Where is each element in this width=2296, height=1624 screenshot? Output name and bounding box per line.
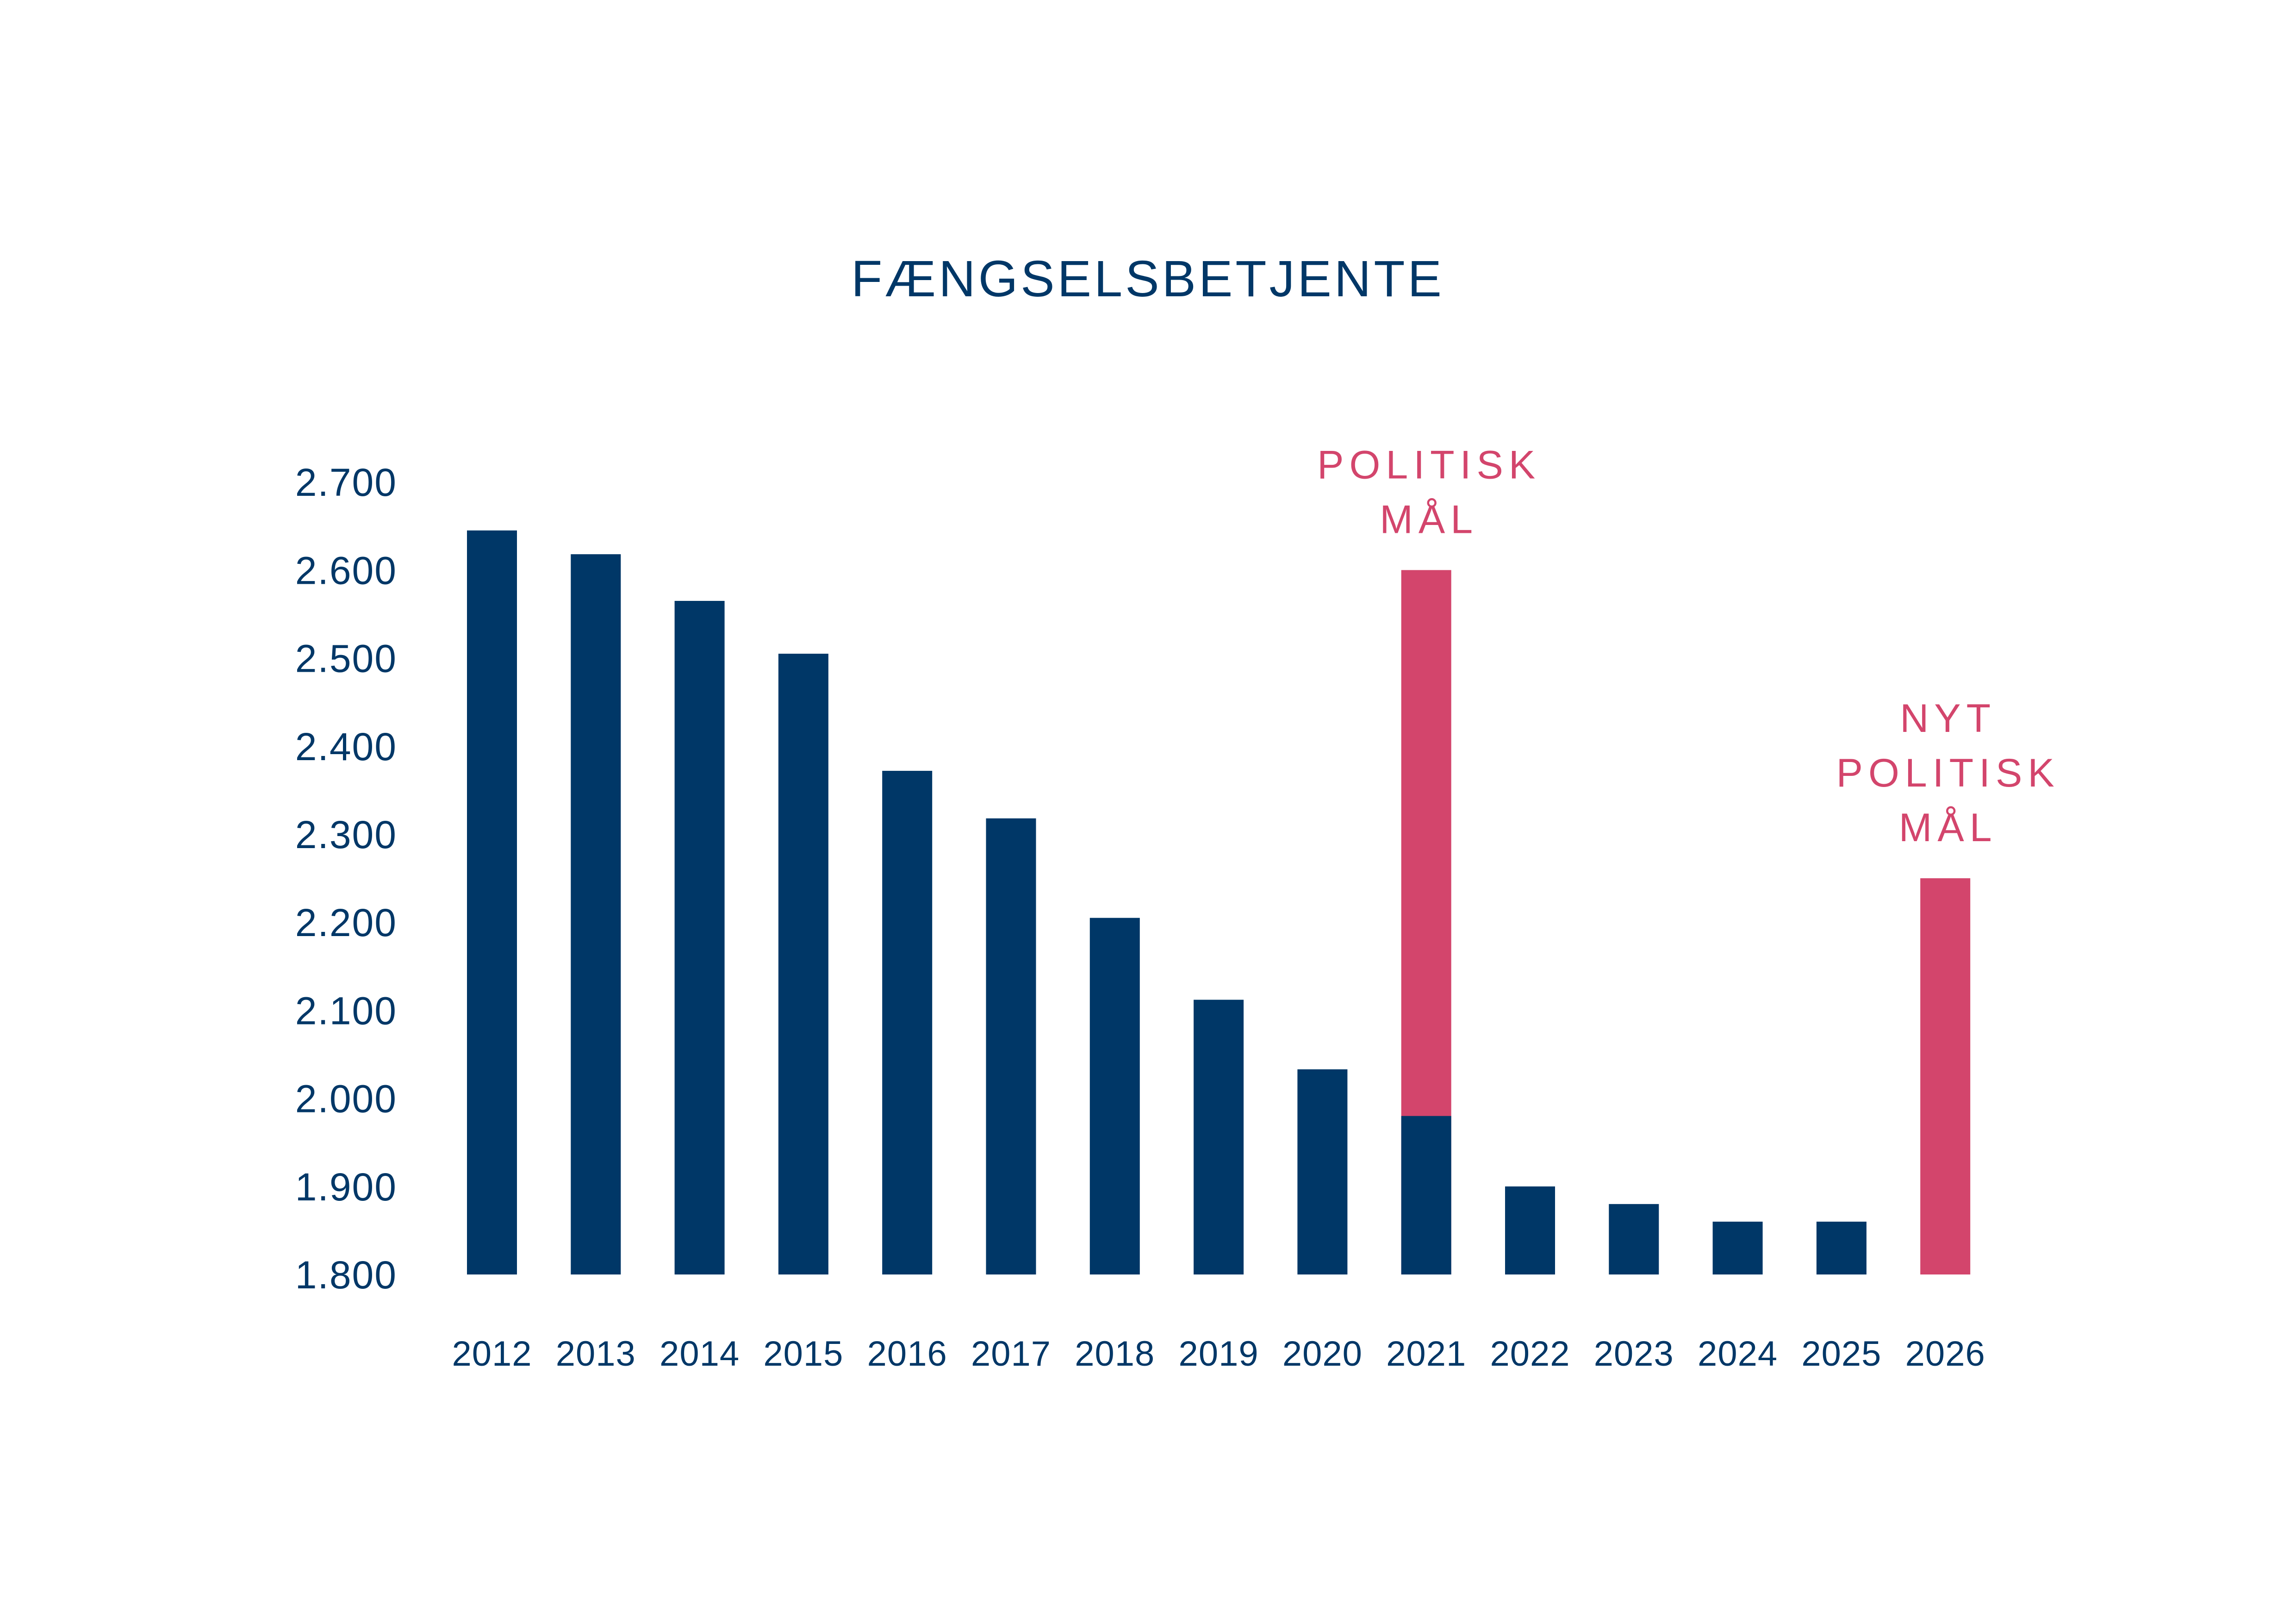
bar-actual	[882, 771, 933, 1274]
bar-actual	[1089, 918, 1140, 1274]
annotation-2021: POLITISK MÅL	[1317, 443, 1541, 542]
x-tick-label: 2012	[452, 1334, 532, 1374]
bar-actual	[1505, 1186, 1555, 1274]
x-tick-label: 2013	[556, 1334, 636, 1374]
x-tick-label: 2017	[971, 1334, 1051, 1374]
y-tick-label: 2.100	[295, 989, 397, 1032]
x-axis: 2012 2013 2014 2015 2016 2017 2018 2019 2020 2021…	[452, 1334, 1985, 1374]
y-axis: 1.800 1.900 2.000 2.100 2.200 2.300 2.400 2.500…	[295, 461, 397, 1297]
x-tick-label: 2016	[867, 1334, 947, 1374]
x-tick-label: 2024	[1698, 1334, 1778, 1374]
y-tick-label: 2.700	[295, 461, 397, 504]
annotation-line: NYT	[1900, 696, 1996, 741]
y-tick-label: 2.600	[295, 549, 397, 592]
bar-actual	[1609, 1204, 1659, 1274]
x-tick-label: 2022	[1490, 1334, 1570, 1374]
bar-actual	[467, 530, 517, 1274]
bar-actual	[1712, 1221, 1763, 1274]
x-tick-label: 2026	[1905, 1334, 1985, 1374]
chart-title: FÆNGSELSBETJENTE	[851, 250, 1444, 307]
bar-actual	[1194, 999, 1244, 1274]
x-tick-label: 2021	[1386, 1334, 1466, 1374]
y-tick-label: 2.200	[295, 901, 397, 944]
x-tick-label: 2019	[1179, 1334, 1259, 1374]
annotation-line: MÅL	[1899, 806, 1997, 850]
annotation-2026: NYT POLITISK MÅL	[1836, 696, 2060, 850]
y-tick-label: 1.800	[295, 1253, 397, 1297]
bar-actual	[1297, 1069, 1348, 1274]
bar-target	[1920, 878, 1971, 1274]
x-tick-label: 2025	[1801, 1334, 1881, 1374]
x-tick-label: 2023	[1594, 1334, 1674, 1374]
bar-actual	[778, 654, 828, 1274]
y-tick-label: 2.000	[295, 1077, 397, 1121]
y-tick-label: 2.400	[295, 725, 397, 768]
annotation-line: POLITISK	[1836, 751, 2060, 795]
y-tick-label: 2.500	[295, 637, 397, 681]
bar-actual	[571, 554, 621, 1274]
x-tick-label: 2014	[660, 1334, 740, 1374]
annotations: POLITISK MÅL NYT POLITISK MÅL	[1317, 443, 2060, 850]
y-tick-label: 1.900	[295, 1165, 397, 1209]
x-tick-label: 2015	[763, 1334, 843, 1374]
annotation-line: POLITISK	[1317, 443, 1541, 487]
annotation-line: MÅL	[1380, 497, 1478, 542]
bar-actual	[1401, 1116, 1451, 1274]
bar-actual	[986, 818, 1036, 1274]
x-tick-label: 2020	[1282, 1334, 1363, 1374]
bar-actual	[1816, 1221, 1867, 1274]
y-tick-label: 2.300	[295, 813, 397, 856]
bars	[467, 530, 1971, 1274]
x-tick-label: 2018	[1075, 1334, 1155, 1374]
bar-actual	[674, 600, 725, 1274]
